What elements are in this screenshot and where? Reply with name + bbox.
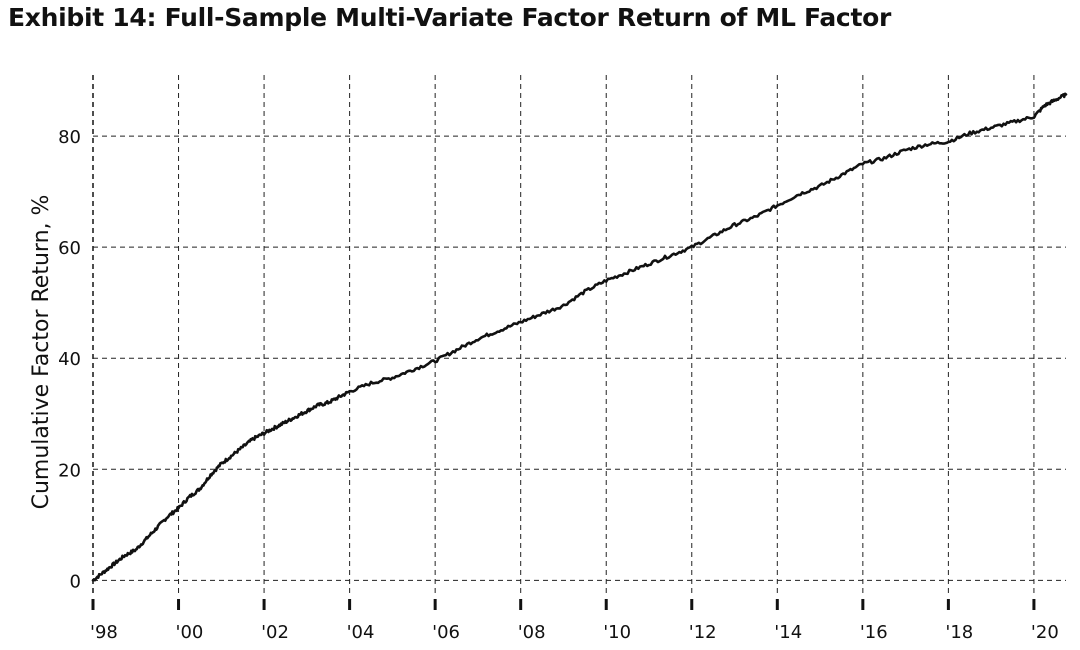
x-tick-label: '98 xyxy=(90,622,118,643)
y-tick-label: 60 xyxy=(58,238,81,259)
y-tick-label: 0 xyxy=(70,571,81,592)
y-tick-label: 80 xyxy=(58,127,81,148)
x-tick-label: '06 xyxy=(432,622,460,643)
chart-title: Exhibit 14: Full-Sample Multi-Variate Fa… xyxy=(8,3,891,32)
x-tick-label: '08 xyxy=(518,622,546,643)
x-tick-label: '18 xyxy=(945,622,973,643)
x-tick-label: '02 xyxy=(261,622,289,643)
series-line xyxy=(91,92,1068,582)
y-tick-label: 20 xyxy=(58,460,81,481)
x-tick-label: '16 xyxy=(860,622,888,643)
y-tick-label: 40 xyxy=(58,349,81,370)
x-tick-label: '04 xyxy=(347,622,375,643)
x-tick-label: '20 xyxy=(1031,622,1059,643)
x-tick-label: '12 xyxy=(689,622,717,643)
x-tick-label: '00 xyxy=(176,622,204,643)
y-axis-label: Cumulative Factor Return, % xyxy=(29,195,54,510)
x-tick-label: '10 xyxy=(603,622,631,643)
x-tick-label: '14 xyxy=(774,622,802,643)
